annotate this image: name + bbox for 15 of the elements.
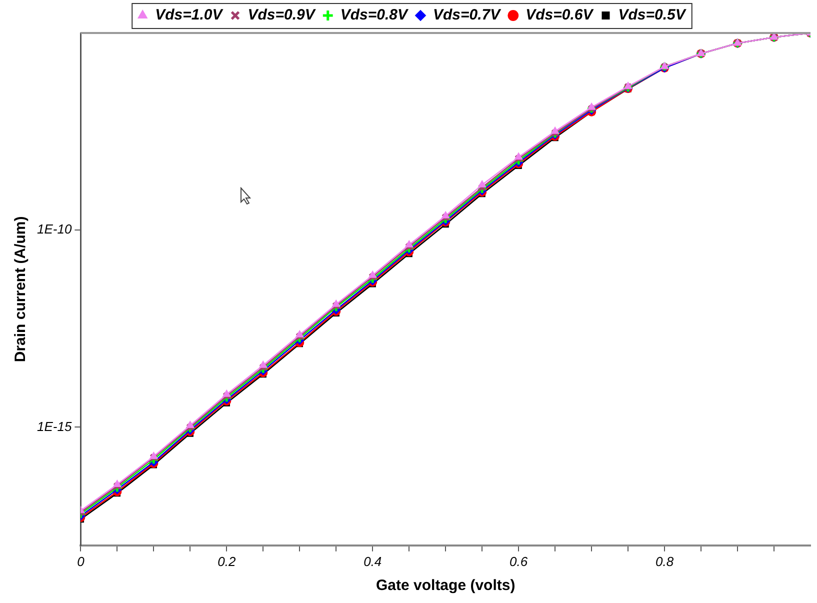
- legend-label: Vds=0.8V: [340, 6, 410, 24]
- legend-label: Vds=0.9V: [248, 6, 317, 24]
- legend-label: Vds=0.7V: [433, 6, 502, 24]
- y-tick-label: 1E-10: [36, 222, 72, 237]
- y-axis-title: Drain current (A/um): [12, 216, 30, 362]
- legend-label: Vds=1.0V: [155, 6, 224, 24]
- x-tick-label: 0.6: [510, 554, 528, 569]
- x-axis-title: Gate voltage (volts): [376, 577, 516, 594]
- x-tick-label: 0: [77, 554, 86, 569]
- x-tick-label: 0.2: [218, 554, 236, 569]
- x-tick-label: 0.4: [364, 554, 382, 569]
- y-tick-label: 1E-15: [36, 418, 72, 434]
- legend-label: Vds=0.6V: [526, 6, 595, 24]
- x-tick-label: 0.8: [656, 554, 674, 569]
- legend-label: Vds=0.5V: [618, 6, 688, 24]
